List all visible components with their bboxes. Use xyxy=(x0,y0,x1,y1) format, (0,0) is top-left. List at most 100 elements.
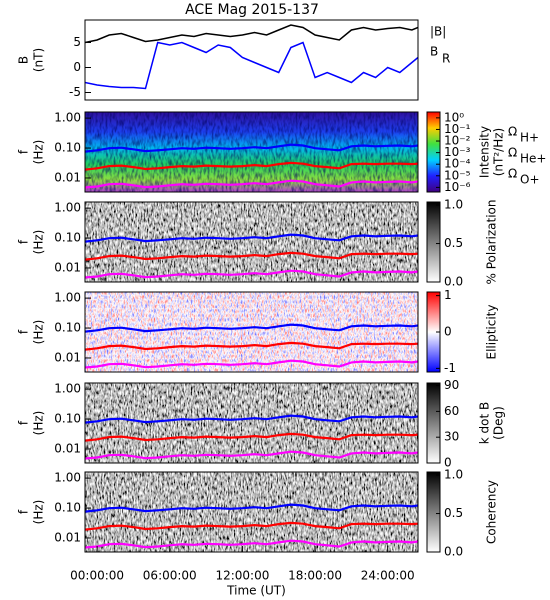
colorbar-tick-label: 10⁻¹ xyxy=(444,122,471,136)
cyclotron-line xyxy=(85,269,418,279)
legend-label: Ω xyxy=(508,146,517,160)
x-tick-label: 12:00:00 xyxy=(215,569,269,583)
y-tick-label: 0.10 xyxy=(54,321,81,335)
line xyxy=(85,41,418,90)
cyclotron-line xyxy=(85,143,418,153)
cyclotron-line xyxy=(85,179,418,189)
colorbar-label: k dot B xyxy=(478,402,492,444)
colorbar-tick-label: 10⁻³ xyxy=(444,145,471,159)
legend-label: Ω xyxy=(508,167,517,181)
y-tick-label: -5 xyxy=(69,85,81,99)
spectrogram-image xyxy=(85,383,418,463)
plot-frame xyxy=(84,201,419,283)
spectrogram-image xyxy=(85,472,418,552)
cyclotron-line xyxy=(85,341,418,351)
spectrogram-texture xyxy=(85,112,418,192)
y-tick-label: 0.01 xyxy=(54,350,81,364)
colorbar-label: Intensity xyxy=(478,126,492,178)
colorbar-tick-label: 10⁻⁵ xyxy=(444,168,471,182)
y-tick-label: 1.00 xyxy=(54,201,81,215)
y-tick-label: 0 xyxy=(73,60,81,74)
colorbar-tick-label: 10⁻⁴ xyxy=(444,157,471,171)
y-axis-label: (Hz) xyxy=(32,230,46,255)
colorbar-tick-label: 10⁻² xyxy=(444,134,471,148)
cyclotron-line xyxy=(85,503,418,513)
colorbar-tick-label: 0.0 xyxy=(444,275,463,289)
colorbar-tick-label: 1.0 xyxy=(444,198,463,212)
y-tick-label: 0.10 xyxy=(54,231,81,245)
y-axis-label: f xyxy=(17,149,31,154)
spectrogram-texture xyxy=(85,292,418,372)
colorbar-tick-label: 0.5 xyxy=(444,506,463,520)
colorbar-tick-label: -1 xyxy=(444,361,456,375)
cyclotron-line xyxy=(85,251,418,261)
y-axis-label: f xyxy=(17,239,31,244)
colorbar-tick-label: 1 xyxy=(444,288,452,302)
colorbar-tick-label: 60 xyxy=(444,404,459,418)
y-tick-label: 0.10 xyxy=(54,501,81,515)
legend-subscript: H+ xyxy=(520,131,539,145)
panel xyxy=(85,24,418,90)
colorbar-tick-label: 0 xyxy=(444,325,452,339)
panel xyxy=(85,292,418,372)
y-axis-label: (Hz) xyxy=(32,500,46,525)
cyclotron-line xyxy=(85,323,418,333)
panel xyxy=(85,472,418,552)
colorbar-tick-label: 90 xyxy=(444,378,459,392)
y-tick-label: 0.10 xyxy=(54,141,81,155)
colorbar-tick-label: 10⁰ xyxy=(444,110,464,124)
colorbar xyxy=(426,471,441,553)
plot-frame xyxy=(84,19,419,101)
y-tick-label: 1.00 xyxy=(54,471,81,485)
x-axis-label: Time (UT) xyxy=(226,584,286,598)
y-tick-label: 5 xyxy=(73,35,81,49)
y-axis-label: (nT) xyxy=(32,48,46,72)
colorbar-tick-label: 0.5 xyxy=(444,236,463,250)
y-axis-label: f xyxy=(17,509,31,514)
legend-subscript: R xyxy=(442,52,450,66)
y-tick-label: 0.01 xyxy=(54,441,81,455)
y-tick-label: 0.01 xyxy=(54,530,81,544)
cyclotron-line xyxy=(85,359,418,369)
y-axis-label: (Hz) xyxy=(32,140,46,165)
cyclotron-line xyxy=(85,450,418,460)
colorbar-label: (Deg) xyxy=(492,406,506,440)
colorbar xyxy=(426,201,441,283)
legend-subscript: O+ xyxy=(520,173,540,187)
y-tick-label: 1.00 xyxy=(54,111,81,125)
panel xyxy=(85,383,418,463)
y-axis-label: (Hz) xyxy=(32,411,46,436)
colorbar-tick-label: 30 xyxy=(444,430,459,444)
plot-frame xyxy=(84,111,419,193)
cyclotron-line xyxy=(85,161,418,171)
plot-frame xyxy=(84,382,419,464)
line xyxy=(85,24,418,44)
legend-label: |B| xyxy=(430,25,446,39)
x-tick-label: 06:00:00 xyxy=(143,569,197,583)
y-tick-label: 1.00 xyxy=(54,291,81,305)
colorbar-label: (nT²/Hz) xyxy=(492,128,506,176)
colorbar-label: % Polarization xyxy=(485,200,499,285)
colorbar-tick-label: 10⁻⁶ xyxy=(444,180,471,194)
y-tick-label: 0.01 xyxy=(54,170,81,184)
colorbar-label: Coherency xyxy=(485,480,499,544)
cyclotron-line xyxy=(85,414,418,424)
y-axis-label: f xyxy=(17,329,31,334)
legend-label: B xyxy=(430,45,438,59)
plot-frame xyxy=(84,471,419,553)
colorbar xyxy=(426,382,441,464)
cyclotron-line xyxy=(85,432,418,442)
cyclotron-line xyxy=(85,521,418,531)
cyclotron-line xyxy=(85,539,418,549)
colorbar-label: Ellipticity xyxy=(485,305,499,360)
colorbar-tick-label: 1.0 xyxy=(444,468,463,482)
y-axis-label: (Hz) xyxy=(32,320,46,345)
panel xyxy=(85,112,418,192)
y-axis-label: f xyxy=(17,420,31,425)
panel xyxy=(85,202,418,282)
x-tick-label: 24:00:00 xyxy=(361,569,415,583)
x-tick-label: 18:00:00 xyxy=(288,569,342,583)
colorbar-tick-label: 0 xyxy=(444,456,452,470)
legend-label: Ω xyxy=(508,125,517,139)
